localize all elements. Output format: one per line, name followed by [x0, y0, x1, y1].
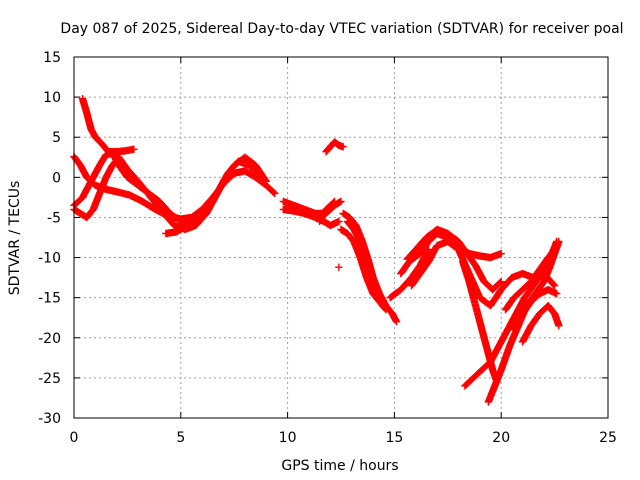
series-track-16 — [403, 225, 505, 294]
y-tick-label: 15 — [43, 50, 61, 66]
series-track-21 — [501, 245, 559, 314]
data-marks — [70, 95, 563, 406]
series-track-2 — [78, 95, 138, 156]
x-tick-label: 15 — [385, 430, 403, 446]
x-tick-label: 20 — [492, 430, 510, 446]
x-axis-title: GPS time / hours — [281, 458, 398, 474]
y-tick-label: -25 — [38, 371, 61, 387]
y-tick-label: 10 — [43, 90, 61, 106]
series-track-20 — [484, 237, 563, 406]
y-tick-label: 0 — [52, 170, 61, 186]
x-tick-label: 0 — [70, 430, 79, 446]
series-track-18 — [459, 257, 501, 386]
x-tick-label: 5 — [176, 430, 185, 446]
y-tick-label: -5 — [47, 210, 61, 226]
grid — [74, 57, 608, 418]
y-tick-label: -15 — [38, 291, 61, 307]
series-track-14 — [386, 245, 433, 302]
series-track-11 — [343, 217, 401, 326]
y-tick-label: 5 — [52, 130, 61, 146]
series-track-13 — [335, 263, 343, 271]
series-track-23 — [518, 301, 563, 346]
x-tick-label: 10 — [279, 430, 297, 446]
series-track-12 — [337, 225, 390, 314]
y-tick-label: -10 — [38, 251, 61, 267]
plot-frame — [73, 56, 609, 419]
y-axis-title: SDTVAR / TECUs — [7, 181, 23, 296]
chart-title: Day 087 of 2025, Sidereal Day-to-day VTE… — [60, 21, 623, 37]
series-track-22 — [510, 285, 561, 334]
y-tick-label: -30 — [38, 411, 61, 427]
series-track-9 — [322, 138, 347, 156]
axis-ticks: -30 -25 -20 -15 -10 -5 0 5 10 15 0 5 10 15 20 25 — [38, 50, 617, 446]
series-track-8 — [315, 197, 339, 226]
x-tick-label: 25 — [599, 430, 617, 446]
y-tick-label: -20 — [38, 331, 61, 347]
series-track-5 — [162, 205, 213, 238]
